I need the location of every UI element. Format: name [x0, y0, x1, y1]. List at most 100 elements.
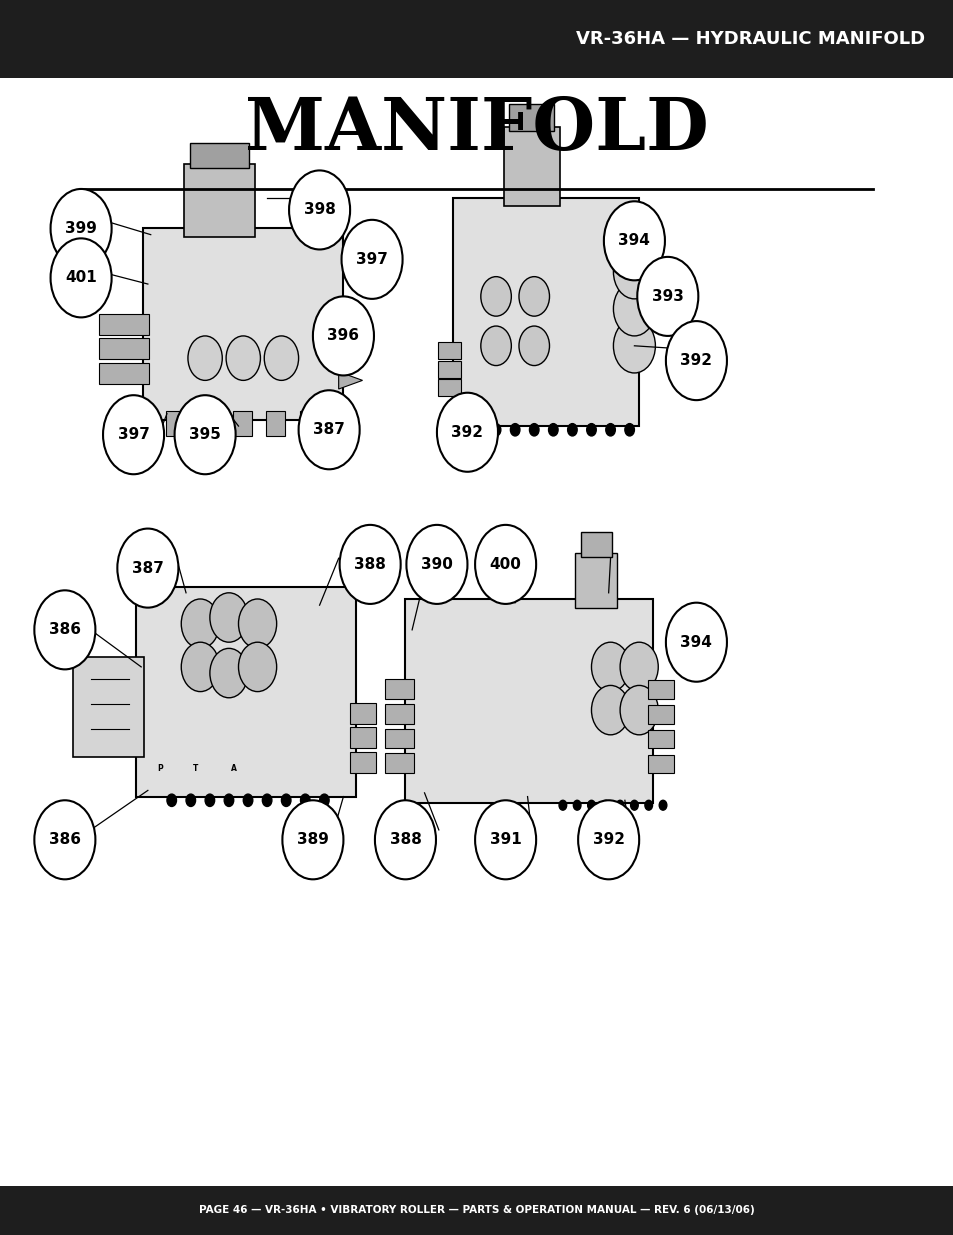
FancyBboxPatch shape	[385, 729, 414, 748]
FancyBboxPatch shape	[0, 0, 953, 78]
Polygon shape	[338, 353, 362, 370]
Text: VR-36HA — HYDRAULIC MANIFOLD: VR-36HA — HYDRAULIC MANIFOLD	[576, 30, 924, 48]
Circle shape	[436, 393, 497, 472]
FancyBboxPatch shape	[437, 361, 460, 378]
Circle shape	[174, 395, 235, 474]
Circle shape	[605, 424, 615, 436]
Circle shape	[613, 245, 655, 299]
FancyBboxPatch shape	[385, 753, 414, 773]
Circle shape	[205, 794, 214, 806]
Circle shape	[616, 800, 623, 810]
Circle shape	[613, 282, 655, 336]
Circle shape	[188, 336, 222, 380]
FancyBboxPatch shape	[199, 411, 218, 436]
Text: 388: 388	[389, 832, 421, 847]
Circle shape	[289, 170, 350, 249]
FancyBboxPatch shape	[509, 104, 554, 131]
Circle shape	[210, 648, 248, 698]
Text: 396: 396	[327, 329, 359, 343]
FancyBboxPatch shape	[647, 680, 673, 699]
FancyBboxPatch shape	[385, 679, 414, 699]
Circle shape	[298, 390, 359, 469]
Circle shape	[181, 599, 219, 648]
FancyBboxPatch shape	[99, 314, 149, 335]
Circle shape	[243, 794, 253, 806]
Circle shape	[103, 395, 164, 474]
Text: 386: 386	[49, 832, 81, 847]
Circle shape	[518, 277, 549, 316]
Circle shape	[472, 424, 481, 436]
Text: 394: 394	[679, 635, 712, 650]
Circle shape	[619, 642, 658, 692]
Text: 389: 389	[296, 832, 329, 847]
FancyBboxPatch shape	[266, 411, 285, 436]
Polygon shape	[338, 372, 362, 389]
FancyBboxPatch shape	[350, 752, 375, 773]
FancyBboxPatch shape	[190, 143, 249, 168]
Circle shape	[665, 321, 726, 400]
Circle shape	[210, 593, 248, 642]
Circle shape	[558, 800, 566, 810]
Circle shape	[313, 296, 374, 375]
Circle shape	[586, 424, 596, 436]
Text: 392: 392	[451, 425, 483, 440]
FancyBboxPatch shape	[299, 411, 318, 436]
Circle shape	[619, 685, 658, 735]
FancyBboxPatch shape	[0, 1186, 953, 1235]
Circle shape	[238, 642, 276, 692]
Circle shape	[603, 201, 664, 280]
Circle shape	[262, 794, 272, 806]
Circle shape	[573, 800, 580, 810]
Circle shape	[587, 800, 595, 810]
Circle shape	[34, 590, 95, 669]
Circle shape	[491, 424, 500, 436]
Circle shape	[300, 794, 310, 806]
Circle shape	[117, 529, 178, 608]
FancyBboxPatch shape	[136, 587, 355, 797]
FancyBboxPatch shape	[503, 127, 559, 206]
FancyBboxPatch shape	[350, 703, 375, 724]
Circle shape	[601, 800, 609, 810]
Circle shape	[591, 642, 629, 692]
FancyBboxPatch shape	[580, 532, 611, 557]
FancyBboxPatch shape	[184, 164, 254, 237]
Circle shape	[665, 603, 726, 682]
Circle shape	[659, 800, 666, 810]
Text: 390: 390	[420, 557, 453, 572]
FancyBboxPatch shape	[385, 704, 414, 724]
Circle shape	[578, 800, 639, 879]
Circle shape	[375, 800, 436, 879]
Circle shape	[406, 525, 467, 604]
Text: T: T	[193, 763, 198, 773]
FancyBboxPatch shape	[647, 755, 673, 773]
Circle shape	[637, 257, 698, 336]
Circle shape	[475, 525, 536, 604]
FancyBboxPatch shape	[350, 727, 375, 748]
Circle shape	[624, 424, 634, 436]
Text: 388: 388	[354, 557, 386, 572]
FancyBboxPatch shape	[437, 342, 460, 359]
Text: P: P	[157, 763, 163, 773]
Text: PAGE 46 — VR-36HA • VIBRATORY ROLLER — PARTS & OPERATION MANUAL — REV. 6 (06/13/: PAGE 46 — VR-36HA • VIBRATORY ROLLER — P…	[199, 1205, 754, 1215]
Text: 387: 387	[132, 561, 164, 576]
Text: 392: 392	[592, 832, 624, 847]
FancyBboxPatch shape	[143, 228, 343, 420]
Text: 399: 399	[65, 221, 97, 236]
Circle shape	[480, 326, 511, 366]
FancyBboxPatch shape	[405, 599, 653, 803]
FancyBboxPatch shape	[99, 338, 149, 359]
Circle shape	[339, 525, 400, 604]
Circle shape	[480, 277, 511, 316]
Circle shape	[281, 794, 291, 806]
FancyBboxPatch shape	[166, 411, 185, 436]
Text: 393: 393	[651, 289, 683, 304]
Circle shape	[591, 685, 629, 735]
Circle shape	[181, 642, 219, 692]
FancyBboxPatch shape	[333, 411, 352, 436]
Circle shape	[319, 794, 329, 806]
Text: 394: 394	[618, 233, 650, 248]
Circle shape	[529, 424, 538, 436]
Circle shape	[51, 189, 112, 268]
FancyBboxPatch shape	[99, 363, 149, 384]
Circle shape	[341, 220, 402, 299]
